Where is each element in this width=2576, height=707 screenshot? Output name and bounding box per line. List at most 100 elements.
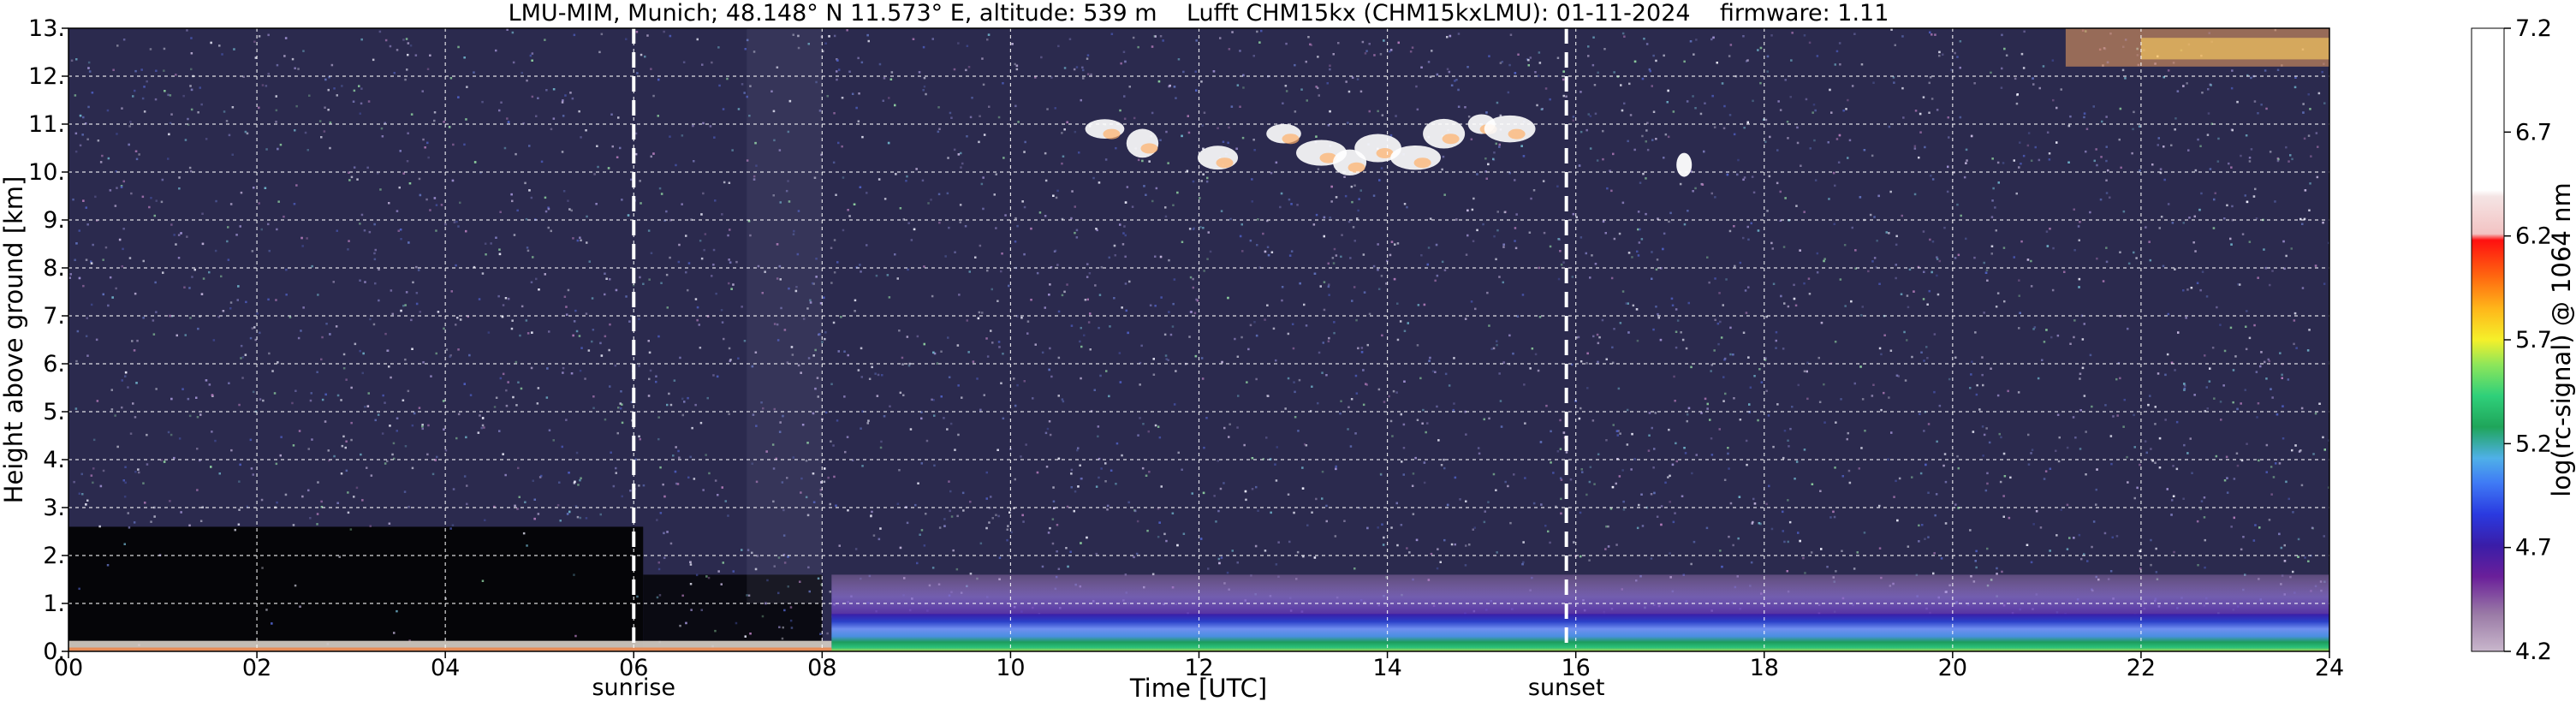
noise-speck [1918,524,1920,527]
noise-speck [1465,500,1467,502]
noise-speck [1669,211,1672,215]
noise-speck [1611,346,1614,349]
noise-speck [860,61,864,64]
noise-speck [1706,256,1709,258]
noise-speck [380,127,384,130]
noise-speck [142,259,145,263]
noise-speck [2252,195,2256,198]
noise-speck [1626,443,1629,446]
noise-speck [1751,175,1754,178]
noise-speck [1014,241,1017,243]
noise-speck [958,294,961,296]
noise-speck [1803,211,1806,213]
noise-speck [1151,45,1154,48]
noise-speck [444,449,448,452]
noise-speck [2314,264,2317,267]
noise-speck [2298,450,2301,453]
noise-speck [704,233,707,235]
noise-speck [154,281,157,284]
noise-speck [1391,435,1394,437]
noise-speck [1285,42,1288,45]
noise-speck [634,458,637,460]
noise-speck [1655,268,1658,271]
noise-speck [1236,561,1239,564]
noise-speck [1806,397,1809,401]
noise-speck [1420,254,1423,257]
noise-speck [1328,336,1330,340]
noise-speck [1853,567,1856,570]
noise-speck [1327,340,1330,342]
noise-speck [317,481,319,484]
noise-speck [246,132,249,135]
noise-speck [1672,520,1675,524]
noise-speck [468,354,471,357]
noise-speck [1942,53,1944,56]
noise-speck [1243,443,1246,447]
noise-speck [700,257,704,260]
noise-speck [1253,149,1256,152]
noise-speck [2174,268,2176,270]
noise-speck [889,78,893,80]
noise-speck [2210,84,2212,86]
noise-speck [329,121,332,124]
noise-speck [744,48,747,50]
noise-speck [1718,428,1721,431]
noise-speck [506,28,509,31]
noise-speck [728,181,731,184]
noise-speck [982,176,985,179]
noise-speck [252,473,254,476]
noise-speck [1675,330,1678,333]
noise-speck [153,515,156,518]
noise-speck [2173,550,2175,554]
noise-speck [2174,128,2176,131]
noise-speck [1975,566,1978,569]
noise-speck [1757,419,1759,422]
noise-speck [1282,102,1284,104]
noise-speck [1472,240,1475,242]
noise-speck [131,340,134,342]
noise-speck [1779,219,1782,222]
noise-speck [1487,501,1490,503]
noise-speck [2170,361,2174,365]
noise-speck [761,292,764,294]
noise-speck [1562,94,1565,98]
noise-speck [1901,35,1904,38]
noise-speck [1616,434,1619,437]
noise-speck [1154,424,1157,427]
noise-speck [1496,211,1499,213]
noise-speck [1538,51,1541,54]
noise-speck [1026,332,1029,335]
noise-speck [879,527,882,530]
noise-speck [1325,504,1328,508]
noise-speck [512,61,515,64]
noise-speck [1615,544,1618,546]
noise-speck [2079,372,2082,375]
noise-speck [1020,455,1022,458]
noise-speck [777,591,780,595]
noise-speck [923,544,926,547]
noise-speck [1607,525,1609,528]
noise-speck [995,227,997,229]
noise-speck [1783,540,1786,544]
noise-speck [548,330,550,333]
noise-speck [2092,520,2096,523]
noise-speck [268,352,271,355]
noise-speck [933,352,937,355]
noise-speck [1023,380,1026,383]
noise-speck [306,237,308,240]
noise-speck [345,440,348,443]
noise-speck [434,459,437,461]
noise-speck [188,414,192,418]
noise-speck [251,327,254,330]
noise-speck [540,474,543,478]
noise-speck [2139,567,2142,570]
noise-speck [953,68,956,71]
noise-speck [687,288,689,292]
noise-speck [1580,91,1582,93]
noise-speck [234,528,236,532]
noise-speck [819,489,823,491]
noise-speck [1745,439,1748,443]
noise-speck [1436,405,1438,408]
noise-speck [169,122,172,125]
noise-speck [806,514,810,517]
